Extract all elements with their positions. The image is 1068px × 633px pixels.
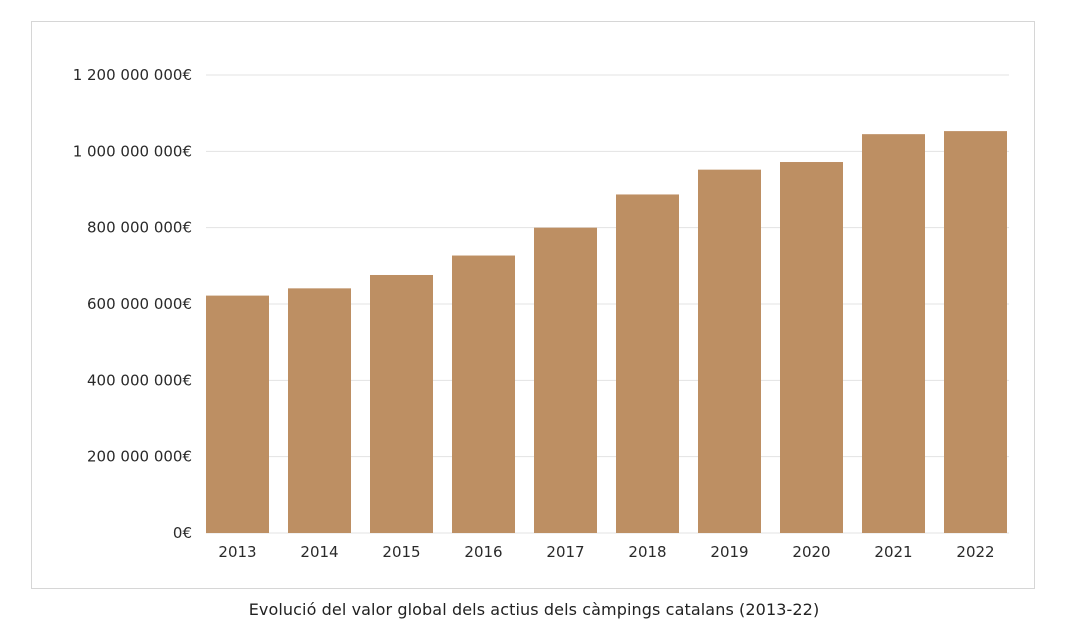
y-tick-label: 200 000 000€	[87, 448, 192, 466]
bar-chart: 0€ 200 000 000€ 400 000 000€ 600 000 000€ 80…	[73, 66, 1009, 561]
x-axis-ticks: 2013 2014 2015 2016 2017 2018 2019 2020 2021 2022	[218, 543, 994, 561]
y-tick-label: 1 000 000 000€	[73, 142, 192, 160]
bar-2014	[288, 288, 351, 533]
x-tick-label: 2020	[792, 543, 830, 561]
y-tick-label: 400 000 000€	[87, 371, 192, 389]
y-tick-label: 600 000 000€	[87, 295, 192, 313]
bar-2019	[698, 169, 761, 534]
bar-2017	[534, 227, 597, 533]
bars	[206, 131, 1007, 534]
x-tick-label: 2017	[546, 543, 584, 561]
chart-caption: Evolució del valor global dels actius de…	[248, 600, 820, 619]
x-tick-label: 2013	[218, 543, 256, 561]
bar-2020	[780, 162, 843, 533]
bar-2022	[944, 131, 1007, 533]
bar-2016	[452, 255, 515, 534]
x-tick-label: 2022	[956, 543, 994, 561]
x-tick-label: 2018	[628, 543, 666, 561]
x-tick-label: 2021	[874, 543, 912, 561]
y-tick-label: 0€	[173, 524, 192, 542]
x-tick-label: 2016	[464, 543, 502, 561]
x-tick-label: 2014	[300, 543, 338, 561]
y-tick-label: 800 000 000€	[87, 219, 192, 237]
bar-2013	[206, 295, 269, 533]
x-tick-label: 2015	[382, 543, 420, 561]
bar-2015	[370, 274, 433, 533]
y-axis-ticks: 0€ 200 000 000€ 400 000 000€ 600 000 000€ 80…	[73, 66, 192, 542]
bar-2018	[616, 194, 679, 533]
chart-frame: 0€ 200 000 000€ 400 000 000€ 600 000 000€ 80…	[31, 21, 1035, 589]
y-tick-label: 1 200 000 000€	[73, 66, 192, 84]
bar-2021	[862, 134, 925, 533]
x-tick-label: 2019	[710, 543, 748, 561]
